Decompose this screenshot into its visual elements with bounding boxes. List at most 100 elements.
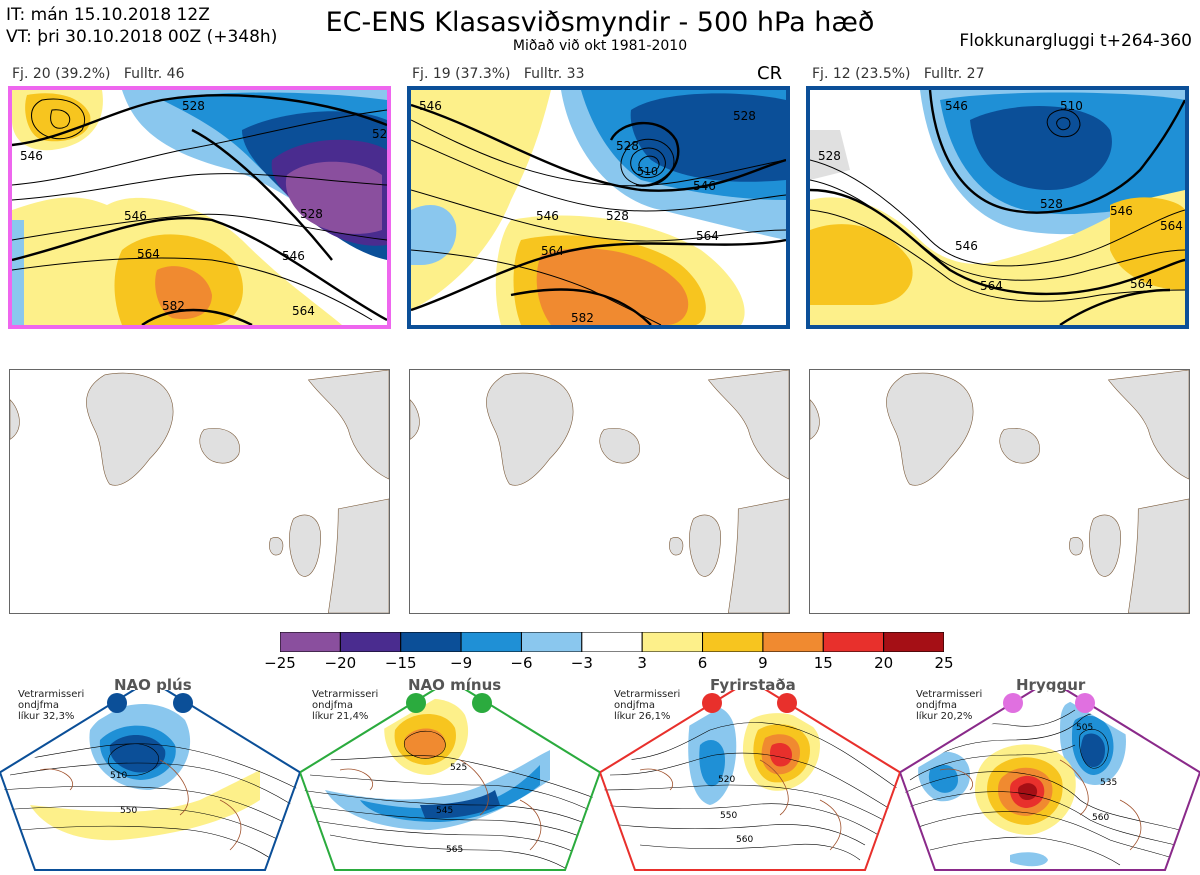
colorbar-swatch [762,631,824,653]
colorbar-swatch [822,631,885,653]
anomaly-map-3 [809,369,1190,614]
colorbar-tick-label: 9 [758,654,768,672]
cluster-2-fj: Fj. 19 (37.3%) [412,66,511,82]
regime-map-nao-plus: 510 550 [0,678,302,872]
cluster-2-contour-label: 582 [571,311,594,325]
regime-3-meta: Vetrarmisseri ondjfma líkur 26,1% [614,689,681,722]
regime-4-dot-right [1075,693,1095,713]
cluster-1-contour-label: 546 [124,209,147,223]
cluster-2-contour-label: 528 [733,109,756,123]
regime-1-dot-left [107,693,127,713]
regime-1-meta: Vetrarmisseri ondjfma líkur 32,3% [18,689,85,722]
cluster-3-contour-label: 510 [1060,99,1083,113]
cluster-2-header: Fj. 19 (37.3%) Fulltr. 33 [412,66,585,82]
regime-2-meta: Vetrarmisseri ondjfma líkur 21,4% [312,689,379,722]
colorbar [279,631,945,656]
cluster-1-contour-label: 564 [292,304,315,318]
regime-2-contour-label: 545 [436,806,453,816]
cluster-3-contour-label: 528 [818,149,841,163]
cluster-1-fulltr: Fulltr. 46 [123,66,185,82]
colorbar-tick-label: 3 [637,654,647,672]
regime-2-contour-label: 525 [450,763,467,773]
colorbar-tick-labels: −25 −20 −15 −9 −6 −3 3 6 9 15 20 25 [263,654,963,674]
cluster-1-contour-label: 528 [300,207,323,221]
cluster-3-contour-label: 528 [1040,197,1063,211]
regime-2-contour-label: 565 [446,845,463,855]
colorbar-tick-label: 25 [934,654,954,672]
regime-3-contour-label: 560 [736,835,753,845]
anomaly-map-1 [9,369,390,614]
header-info: IT: mán 15.10.2018 12Z VT: þri 30.10.201… [6,4,277,48]
cluster-2-contour-label: 564 [696,229,719,243]
regime-4-meta: Vetrarmisseri ondjfma líkur 20,2% [916,689,983,722]
colorbar-swatch [279,631,341,653]
cluster-3-header: Fj. 12 (23.5%) Fulltr. 27 [812,66,985,82]
cluster-3-contour-label: 546 [945,99,968,113]
anomaly-map-2 [409,369,790,614]
cluster-2-contour-label: 546 [536,209,559,223]
regime-4-dot-left [1003,693,1023,713]
regime-4-contour-label: 505 [1076,723,1093,733]
regime-3-name: Fyrirstaða [710,676,796,694]
colorbar-tick-label: −9 [450,654,473,672]
regime-4-contour-label: 560 [1092,813,1109,823]
initial-time: IT: mán 15.10.2018 12Z [6,5,210,25]
colorbar-swatch [460,631,522,653]
cluster-2-contour-label: 528 [616,139,639,153]
regime-map-blocking: 520 550 560 [598,678,902,872]
cluster-2-fulltr: Fulltr. 33 [523,66,585,82]
colorbar-tick-label: −6 [510,654,533,672]
cluster-3-fj: Fj. 12 (23.5%) [812,66,911,82]
colorbar-swatches [279,631,945,653]
colorbar-swatch [339,631,402,653]
cluster-2-contour-label: 528 [606,209,629,223]
cluster-3-contour-label: 546 [955,239,978,253]
cluster-map-3: 546 528 510 528 546 546 564 564 564 [806,86,1189,329]
page-title: EC-ENS Klasasviðsmyndir - 500 hPa hæð [325,7,875,38]
regime-3-dot-right [777,693,797,713]
regime-map-nao-minus: 525 545 565 [298,678,602,872]
colorbar-tick-label: −3 [570,654,593,672]
cluster-2-tag: CR [757,63,783,84]
regime-1-contour-label: 550 [120,806,137,816]
regime-3-contour-label: 520 [718,775,735,785]
regime-2-dot-right [472,693,492,713]
cluster-3-contour-label: 564 [1160,219,1183,233]
regime-1-dot-right [173,693,193,713]
cluster-2-contour-label: 546 [419,99,442,113]
cluster-map-1: 528 546 528 546 564 564 582 546 528 [8,86,391,329]
regime-map-ridge: 505 535 560 [898,678,1200,872]
cluster-2-contour-label: 546 [693,179,716,193]
valid-time: VT: þri 30.10.2018 00Z (+348h) [6,27,278,47]
colorbar-tick-label: 6 [697,654,708,672]
regime-2-dot-left [406,693,426,713]
cluster-1-contour-label: 546 [20,149,43,163]
regime-1-contour-label: 510 [110,771,127,781]
colorbar-swatch [641,631,704,653]
colorbar-tick-label: −20 [324,654,357,672]
cluster-1-header: Fj. 20 (39.2%) Fulltr. 46 [12,66,185,82]
cluster-1-contour-label: 564 [137,247,160,261]
regime-4-contour-label: 535 [1100,778,1117,788]
cluster-1-contour-label: 528 [372,127,387,141]
cluster-2-contour-label: 510 [637,165,658,178]
colorbar-swatch [520,631,583,653]
cluster-1-contour-label: 582 [162,299,185,313]
colorbar-swatch [883,631,945,653]
regime-3-contour-label: 550 [720,811,737,821]
colorbar-tick-label: −25 [264,654,296,672]
cluster-3-contour-label: 564 [1130,277,1153,291]
colorbar-tick-label: 20 [874,654,894,672]
regime-2-name: NAO mínus [408,676,502,694]
cluster-1-fj: Fj. 20 (39.2%) [12,66,111,82]
cluster-3-fulltr: Fulltr. 27 [923,66,985,82]
colorbar-swatch [702,631,764,653]
cluster-1-contour-label: 546 [282,249,305,263]
cluster-3-contour-label: 564 [980,279,1003,293]
regime-3-dot-left [702,693,722,713]
cluster-2-contour-label: 564 [541,244,564,258]
colorbar-swatch [581,631,643,653]
classification-window: Flokkunargluggi t+264-360 [959,31,1192,51]
colorbar-tick-label: 15 [813,654,833,672]
cluster-1-contour-label: 528 [182,99,205,113]
